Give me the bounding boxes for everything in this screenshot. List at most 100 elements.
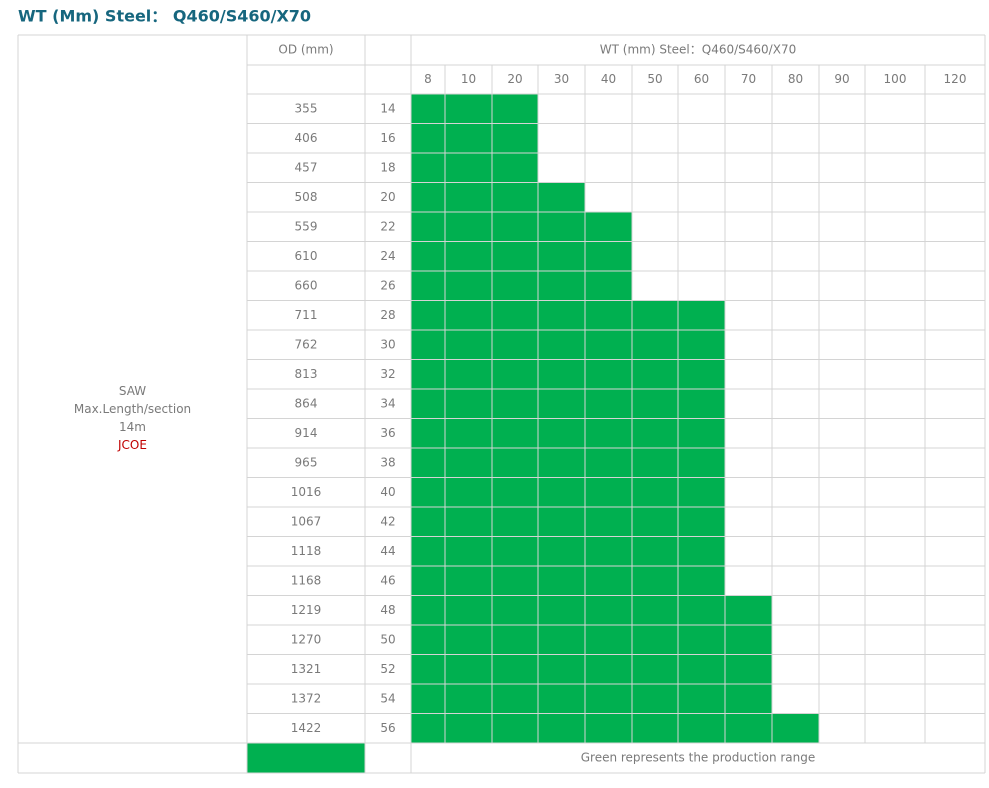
production-cell [538, 389, 585, 419]
inch-value: 14 [380, 101, 395, 115]
production-cell [445, 507, 492, 537]
inch-value: 32 [380, 367, 395, 381]
production-cell [632, 418, 678, 448]
production-cell [585, 300, 632, 330]
wt-column-label: 90 [834, 72, 849, 86]
production-cell [411, 507, 445, 537]
inch-value: 36 [380, 426, 395, 440]
production-cell [492, 123, 538, 153]
production-cell [538, 625, 585, 655]
production-cell [445, 330, 492, 360]
inch-value: 42 [380, 514, 395, 528]
od-value: 762 [295, 337, 318, 351]
od-value: 914 [295, 426, 318, 440]
wt-column-label: 20 [507, 72, 522, 86]
inch-value: 54 [380, 691, 395, 705]
inch-value: 30 [380, 337, 395, 351]
od-value: 355 [295, 101, 318, 115]
production-cell [632, 536, 678, 566]
inch-value: 38 [380, 455, 395, 469]
production-cell [445, 625, 492, 655]
od-value: 1168 [291, 573, 322, 587]
wt-column-label: 50 [647, 72, 662, 86]
inch-value: 40 [380, 485, 395, 499]
production-cell [678, 625, 725, 655]
inch-value: 26 [380, 278, 395, 292]
production-cell [678, 595, 725, 625]
production-cell [678, 536, 725, 566]
production-cell [772, 713, 819, 743]
production-cell [538, 507, 585, 537]
production-cell [538, 182, 585, 212]
production-cell [538, 330, 585, 360]
production-cell [678, 448, 725, 478]
od-value: 965 [295, 455, 318, 469]
production-cell [632, 389, 678, 419]
production-cell [411, 654, 445, 684]
production-cell [445, 536, 492, 566]
od-value: 508 [295, 190, 318, 204]
inch-value: 28 [380, 308, 395, 322]
production-cell [492, 654, 538, 684]
production-cell [445, 418, 492, 448]
production-cell [678, 359, 725, 389]
production-cell [538, 713, 585, 743]
production-cell [445, 566, 492, 596]
side-label-line: SAW [119, 384, 146, 398]
legend-swatch [247, 743, 365, 773]
production-cell [411, 713, 445, 743]
production-cell [632, 359, 678, 389]
od-value: 660 [295, 278, 318, 292]
production-cell [445, 448, 492, 478]
production-cell [538, 684, 585, 714]
production-cell [445, 713, 492, 743]
production-cell [411, 241, 445, 271]
production-cell [445, 123, 492, 153]
production-cell [585, 212, 632, 242]
production-cell [585, 536, 632, 566]
wt-column-label: 80 [788, 72, 803, 86]
production-cell [678, 713, 725, 743]
production-cell [632, 507, 678, 537]
wt-column-label: 10 [461, 72, 476, 86]
production-cell [585, 684, 632, 714]
production-cell [411, 123, 445, 153]
production-cell [411, 271, 445, 301]
od-value: 457 [295, 160, 318, 174]
production-cell [411, 153, 445, 183]
production-cell [492, 182, 538, 212]
od-value: 1219 [291, 603, 322, 617]
production-cell [492, 713, 538, 743]
production-cell [585, 713, 632, 743]
production-cell [492, 300, 538, 330]
production-cell [678, 654, 725, 684]
production-cell [492, 625, 538, 655]
production-cell [492, 94, 538, 124]
production-cell [492, 212, 538, 242]
inch-value: 52 [380, 662, 395, 676]
production-cell [538, 359, 585, 389]
side-label-line: 14m [119, 420, 146, 434]
production-cell [411, 566, 445, 596]
production-cell [411, 389, 445, 419]
production-cell [678, 566, 725, 596]
production-cell [678, 300, 725, 330]
production-cell [411, 182, 445, 212]
title: WT (Mm) Steel： Q460/S460/X70 [18, 7, 311, 26]
inch-value: 18 [380, 160, 395, 174]
production-cell [411, 212, 445, 242]
production-cell [411, 418, 445, 448]
production-cell [632, 300, 678, 330]
inch-value: 46 [380, 573, 395, 587]
production-cell [678, 477, 725, 507]
production-cell [538, 536, 585, 566]
od-value: 864 [295, 396, 318, 410]
production-cell [632, 625, 678, 655]
production-cell [492, 507, 538, 537]
production-cell [632, 330, 678, 360]
production-cell [678, 389, 725, 419]
od-value: 1016 [291, 485, 322, 499]
production-cell [411, 359, 445, 389]
production-cell [492, 241, 538, 271]
